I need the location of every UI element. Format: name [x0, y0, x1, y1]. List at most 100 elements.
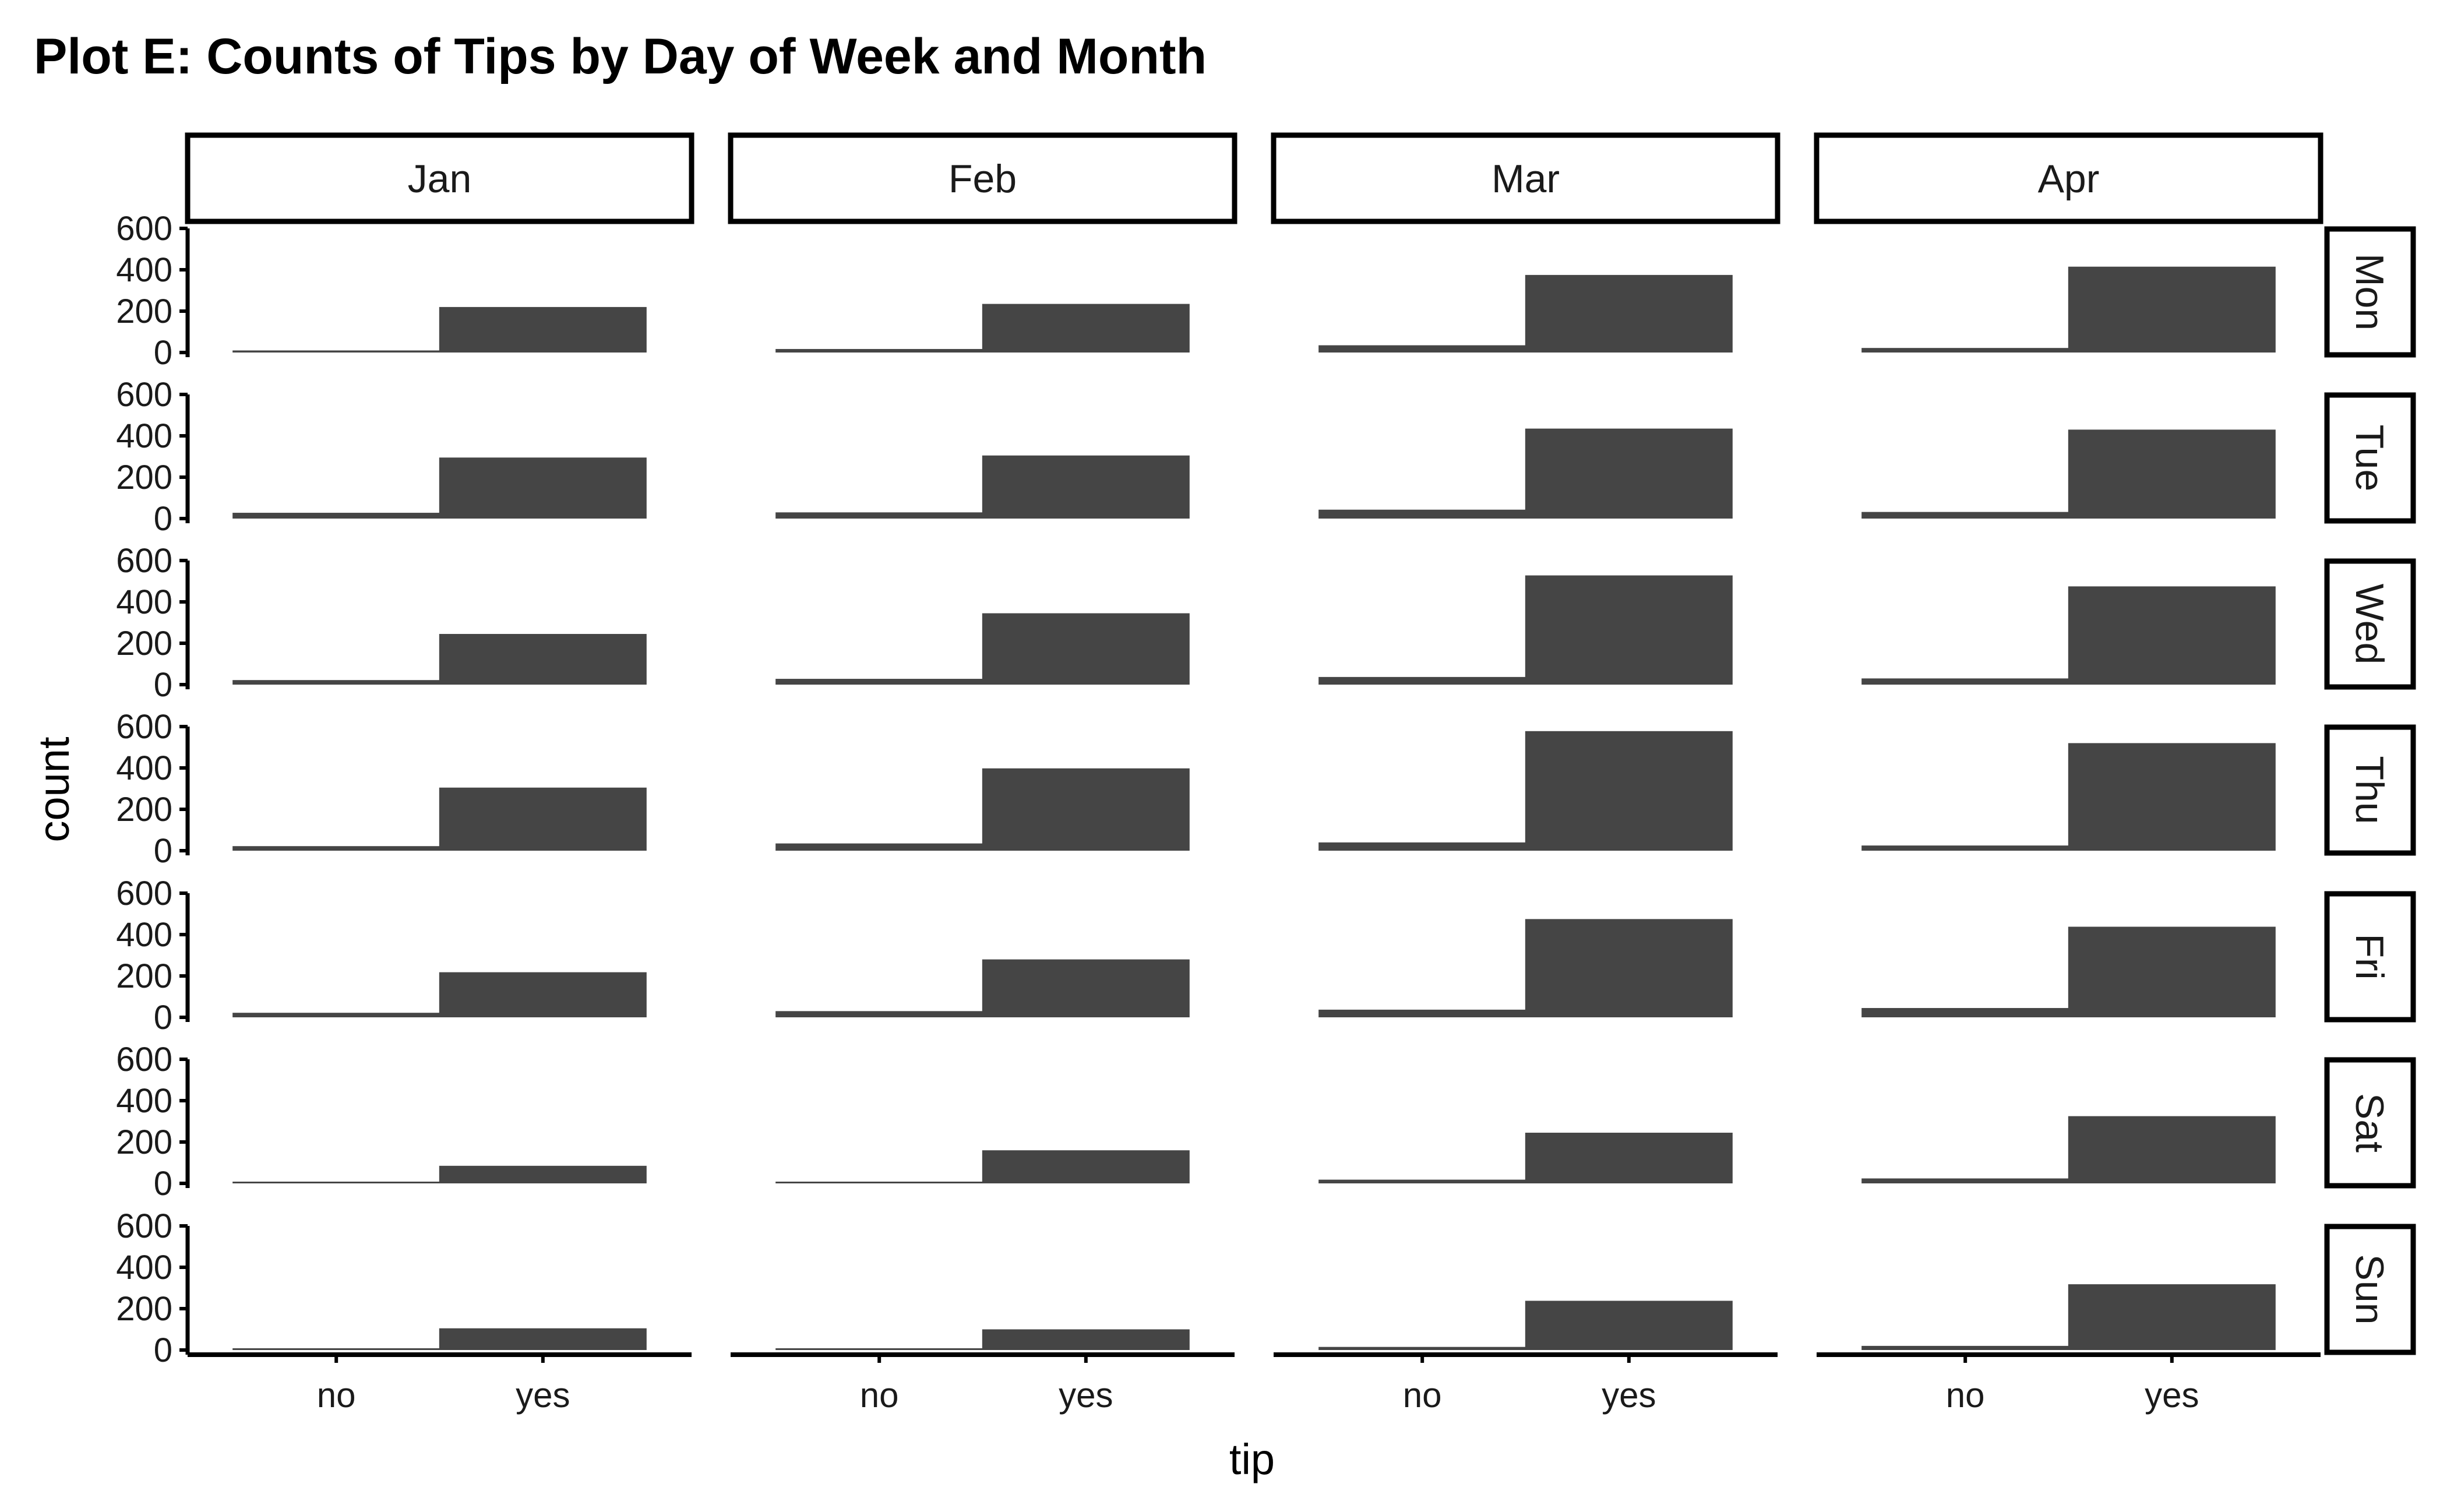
day-strip-label: Sat [2347, 1093, 2392, 1152]
bar-no [232, 680, 440, 685]
y-tick-label: 400 [116, 1249, 172, 1287]
bar-yes [982, 1329, 1190, 1350]
y-tick-label: 0 [154, 334, 172, 372]
x-tick-label: no [1403, 1376, 1442, 1415]
bar-yes [2068, 586, 2276, 685]
panel-jan-thu [232, 787, 647, 851]
facet-panels: Jan Feb Mar AprMonTueWedThuFriSatSun0200400… [116, 132, 2416, 1415]
month-strip-label: Feb [949, 157, 1017, 201]
day-strip-label: Wed [2347, 584, 2392, 665]
day-strip-box [2324, 558, 2416, 690]
panel-mar-mon [1318, 274, 1733, 353]
x-axis-feb: no yes [731, 1352, 1235, 1415]
bar-yes [2068, 266, 2276, 353]
bar-no [1318, 676, 1526, 685]
bar-yes [982, 768, 1190, 851]
day-strip-thu: Thu [2324, 724, 2416, 856]
x-axis-apr: no yes [1817, 1352, 2321, 1415]
month-strip-label: Mar [1492, 157, 1560, 201]
day-strip-mon: Mon [2324, 226, 2416, 358]
y-tick-label: 600 [116, 376, 172, 414]
bar-yes [982, 455, 1190, 519]
panel-mar-tue [1318, 428, 1733, 519]
panel-apr-sat [1861, 1116, 2276, 1183]
bar-yes [1525, 428, 1733, 519]
bar-yes [1525, 1300, 1733, 1350]
y-tick-label: 200 [116, 1290, 172, 1328]
bar-no [775, 843, 983, 851]
y-tick-label: 200 [116, 625, 172, 662]
panel-jan-sun [232, 1328, 647, 1350]
day-strip-label: Mon [2347, 253, 2392, 330]
bar-yes [982, 1150, 1190, 1183]
bar-yes [439, 306, 647, 353]
panel-mar-wed [1318, 575, 1733, 685]
bar-no [1861, 512, 2069, 519]
bar-yes [439, 1165, 647, 1183]
y-tick-label: 400 [116, 916, 172, 954]
y-tick-label: 600 [116, 1207, 172, 1245]
panel-mar-sat [1318, 1133, 1733, 1183]
bar-no [775, 1348, 983, 1350]
y-tick-label: 0 [154, 666, 172, 704]
panel-jan-fri [232, 972, 647, 1017]
bar-no [1861, 845, 2069, 851]
y-tick-label: 400 [116, 749, 172, 787]
bar-no [1318, 842, 1526, 851]
y-tick-label: 200 [116, 1123, 172, 1161]
y-tick-label: 200 [116, 957, 172, 995]
y-tick-label: 0 [154, 832, 172, 870]
bar-yes [439, 1328, 647, 1350]
panel-feb-thu [775, 768, 1190, 851]
y-axis-title: count [30, 736, 78, 842]
panel-feb-tue [775, 455, 1190, 519]
bar-no [775, 1011, 983, 1017]
bar-no [1861, 1178, 2069, 1183]
y-tick-label: 0 [154, 1331, 172, 1369]
day-strip-fri: Fri [2324, 891, 2416, 1023]
panel-apr-tue [1861, 429, 2276, 519]
bar-no [1318, 1179, 1526, 1183]
y-tick-label: 400 [116, 583, 172, 621]
bar-no [1318, 345, 1526, 353]
chart-title: Plot E: Counts of Tips by Day of Week an… [34, 29, 1207, 84]
day-strip-label: Sun [2347, 1254, 2392, 1325]
y-tick-label: 600 [116, 542, 172, 580]
y-tick-label: 0 [154, 1165, 172, 1203]
day-strip-label: Fri [2347, 933, 2392, 979]
bar-no [1861, 348, 2069, 353]
bar-no [1318, 1347, 1526, 1350]
day-strip-label: Thu [2347, 756, 2392, 824]
bar-yes [439, 634, 647, 685]
panel-feb-sat [775, 1150, 1190, 1183]
bar-no [775, 679, 983, 685]
bar-yes [439, 972, 647, 1017]
x-axis-mar: no yes [1274, 1352, 1778, 1415]
bar-yes [439, 787, 647, 851]
panel-mar-thu [1318, 731, 1733, 851]
x-tick-label: yes [1602, 1376, 1656, 1415]
y-tick-label: 400 [116, 1082, 172, 1120]
panel-apr-wed [1861, 586, 2276, 685]
y-tick-label: 600 [116, 210, 172, 248]
panel-apr-fri [1861, 926, 2276, 1017]
month-strip-jan: Jan [185, 132, 694, 224]
bar-yes [1525, 575, 1733, 685]
y-tick-label: 400 [116, 251, 172, 289]
month-strip-box [185, 132, 694, 224]
y-tick-label: 200 [116, 791, 172, 829]
bar-no [1318, 509, 1526, 519]
bar-no [232, 1182, 440, 1183]
day-strip-tue: Tue [2324, 392, 2416, 524]
bar-yes [1525, 919, 1733, 1017]
panel-jan-tue [232, 457, 647, 519]
panel-jan-sat [232, 1165, 647, 1183]
y-tick-label: 600 [116, 875, 172, 912]
